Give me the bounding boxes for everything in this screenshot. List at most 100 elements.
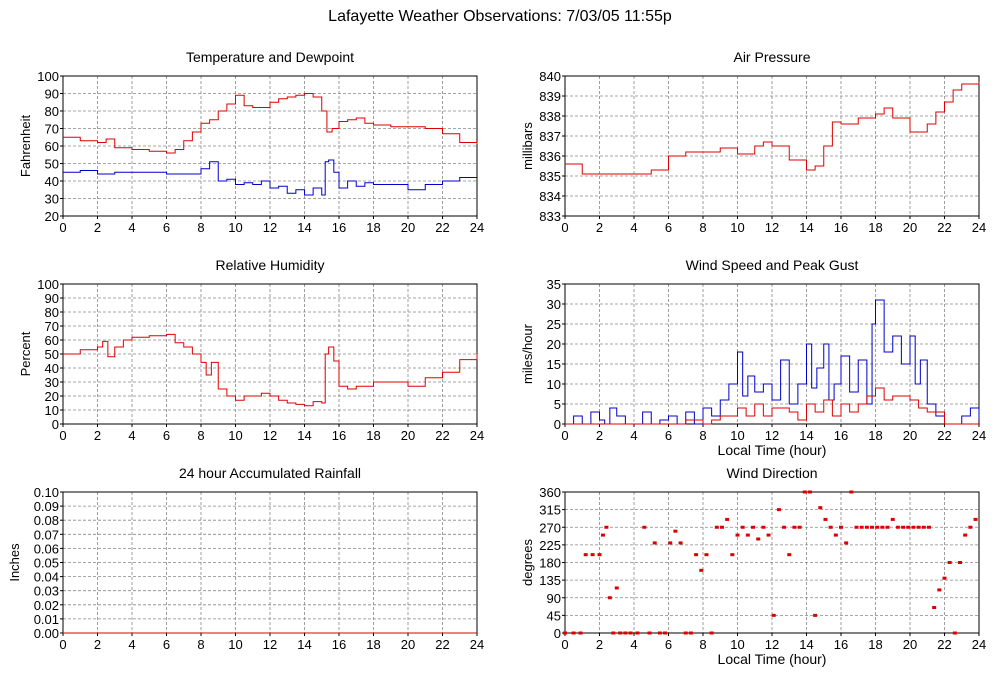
y-tick-label: 10	[45, 403, 59, 418]
scatter-point	[828, 525, 833, 529]
y-tick-label: 839	[539, 89, 561, 104]
scatter-point	[973, 517, 978, 521]
x-tick-label: 14	[297, 220, 311, 235]
y-tick-label: 30	[45, 192, 59, 207]
scatter-point	[652, 541, 657, 545]
x-tick-label: 8	[197, 220, 204, 235]
scatter-point	[958, 561, 963, 564]
scatter-point	[657, 631, 662, 635]
x-tick-label: 6	[163, 637, 170, 652]
series-line-1	[63, 159, 477, 196]
scatter-point	[623, 631, 628, 635]
scatter-point	[807, 490, 812, 494]
x-tick-label: 18	[366, 428, 380, 443]
x-tick-label: 8	[197, 637, 204, 652]
x-tick-label: 4	[128, 220, 135, 235]
y-tick-label: 834	[539, 189, 561, 204]
scatter-point	[719, 525, 724, 529]
scatter-point	[730, 553, 735, 557]
y-tick-label: 180	[539, 556, 561, 571]
scatter-point	[823, 517, 828, 521]
y-tick-label: 833	[539, 209, 561, 224]
y-tick-label: 40	[45, 361, 59, 376]
y-tick-label: 60	[45, 139, 59, 154]
y-tick-label: 5	[554, 397, 561, 412]
x-tick-label: 2	[596, 220, 603, 235]
y-tick-label: 225	[539, 538, 561, 553]
scatter-point	[771, 613, 776, 617]
scatter-point	[604, 525, 609, 529]
y-tick-label: 0.02	[34, 598, 59, 613]
x-tick-label: 16	[332, 637, 346, 652]
x-tick-label: 10	[730, 220, 744, 235]
x-tick-label: 6	[665, 428, 672, 443]
x-tick-label: 4	[630, 428, 637, 443]
x-tick-label: 0	[561, 428, 568, 443]
scatter-point	[854, 525, 859, 529]
scatter-point	[735, 533, 740, 537]
y-tick-label: 270	[539, 520, 561, 535]
y-tick-label: 135	[539, 573, 561, 588]
scatter-point	[926, 525, 931, 529]
x-tick-label: 10	[730, 428, 744, 443]
scatter-point	[607, 596, 612, 600]
y-tick-label: 838	[539, 109, 561, 124]
x-tick-label: 2	[94, 220, 101, 235]
scatter-point	[642, 525, 647, 529]
scatter-point	[766, 533, 771, 537]
y-tick-label: 35	[547, 277, 561, 292]
x-tick-label: 16	[834, 220, 848, 235]
x-tick-label: 0	[561, 637, 568, 652]
scatter-point	[740, 525, 745, 529]
y-axis-label: degrees	[520, 539, 535, 586]
scatter-point	[844, 541, 849, 545]
y-tick-label: 0.01	[34, 612, 59, 627]
x-tick-label: 24	[972, 220, 986, 235]
scatter-point	[668, 541, 673, 545]
y-tick-label: 90	[547, 591, 561, 606]
x-tick-label: 14	[297, 637, 311, 652]
y-tick-label: 10	[547, 377, 561, 392]
y-tick-label: 840	[539, 69, 561, 84]
x-tick-label: 22	[937, 637, 951, 652]
scatter-point	[880, 525, 885, 529]
x-tick-label: 6	[665, 637, 672, 652]
x-tick-label: 16	[332, 220, 346, 235]
scatter-point	[628, 631, 633, 635]
y-tick-label: 315	[539, 503, 561, 518]
y-tick-label: 0.04	[34, 570, 59, 585]
y-axis-label: miles/hour	[520, 323, 535, 384]
scatter-point	[600, 533, 605, 537]
y-tick-label: 0.07	[34, 527, 59, 542]
scatter-point	[937, 588, 942, 592]
scatter-point	[859, 525, 864, 529]
x-tick-label: 2	[94, 637, 101, 652]
y-tick-label: 0.05	[34, 556, 59, 571]
scatter-point	[802, 490, 807, 494]
scatter-point	[683, 631, 688, 635]
scatter-point	[813, 613, 818, 617]
scatter-point	[583, 553, 588, 557]
chart-title: Air Pressure	[733, 49, 810, 65]
y-tick-label: 30	[45, 375, 59, 390]
x-tick-label: 20	[903, 428, 917, 443]
scatter-point	[751, 525, 756, 529]
x-tick-label: 24	[972, 428, 986, 443]
y-tick-label: 0.06	[34, 541, 59, 556]
y-tick-label: 45	[547, 608, 561, 623]
scatter-point	[901, 525, 906, 529]
y-tick-label: 835	[539, 169, 561, 184]
x-tick-label: 24	[470, 428, 484, 443]
chart-title: Temperature and Dewpoint	[186, 49, 354, 65]
x-tick-label: 22	[435, 428, 449, 443]
y-tick-label: 50	[45, 157, 59, 172]
scatter-point	[833, 533, 838, 537]
scatter-point	[952, 631, 957, 635]
scatter-point	[745, 533, 750, 537]
x-tick-label: 18	[366, 637, 380, 652]
x-axis-label: Local Time (hour)	[718, 442, 827, 458]
scatter-point	[725, 517, 730, 521]
